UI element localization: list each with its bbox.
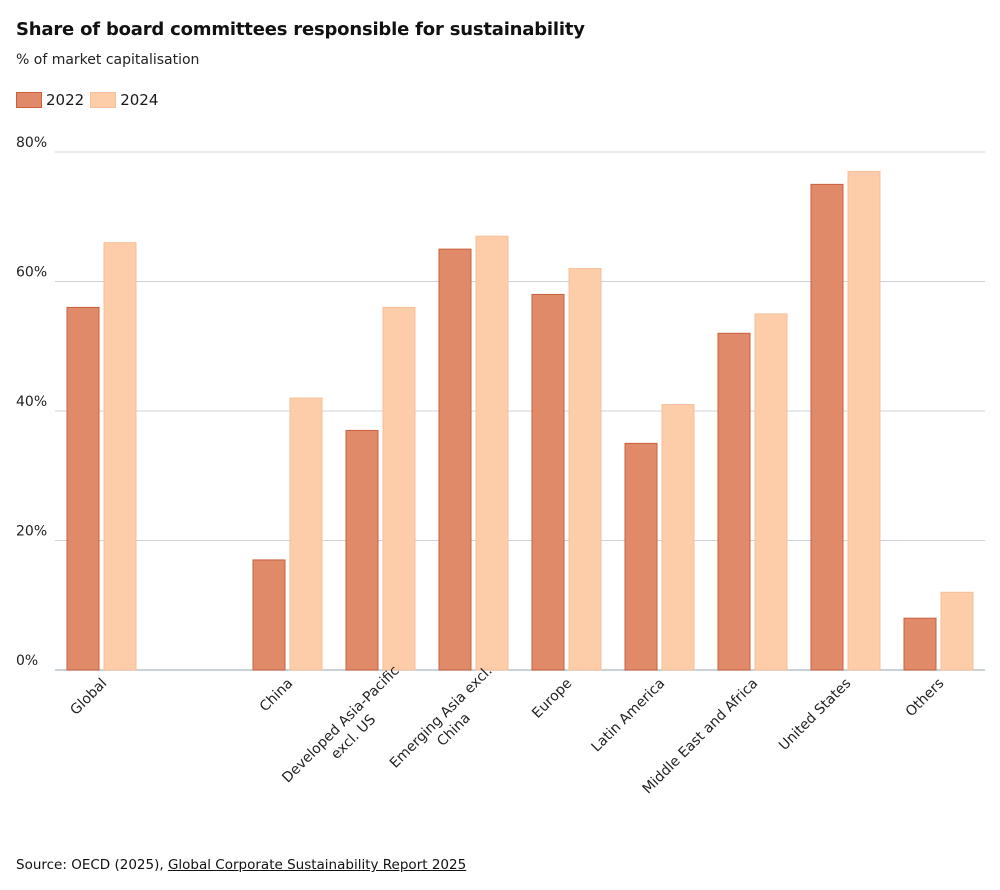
bar-2022-europe [531,293,565,671]
y-tick-label: 60% [16,265,47,281]
bar-2024-middle-east-and-africa [754,313,788,671]
bar-2024-emerging-asia-excl-china [475,235,509,671]
x-tick-label: China [257,676,297,716]
x-tick-label: Global [67,676,110,719]
x-tick-label-line: Emerging Asia excl. [387,663,496,772]
bar-2022-emerging-asia-excl-china [438,248,472,671]
legend-label-2022: 2022 [46,91,85,109]
bar-2024-latin-america [661,404,695,671]
bar-2022-global [66,306,100,671]
x-tick-label: Developed Asia-Pacificexcl. US [279,663,415,799]
bar-2024-china [289,397,323,671]
bar-2022-others [903,617,937,671]
x-tick-label: Latin America [589,676,669,756]
chart-subtitle: % of market capitalisation [16,52,200,68]
x-tick-label-line: Developed Asia-Pacific [279,663,402,786]
legend-swatch-2022 [16,92,42,108]
bar-2024-united-states [847,170,881,671]
source-note: Source: OECD (2025), Global Corporate Su… [16,857,466,873]
bar-2022-middle-east-and-africa [717,332,751,671]
x-tick-label: Europe [529,676,575,722]
source-link[interactable]: Global Corporate Sustainability Report 2… [167,857,467,873]
chart-title: Share of board committees responsible fo… [16,19,585,40]
legend: 2022 2024 [16,91,164,109]
bars [66,170,974,671]
y-axis-ticks: 0% 20% 40% 60% 80% [16,135,47,669]
y-tick-label: 80% [16,135,47,151]
legend-item-2022: 2022 [16,91,84,109]
x-tick-label: Others [903,676,948,721]
x-tick-label: Emerging Asia excl.China [387,663,509,785]
y-tick-label: 20% [16,524,47,540]
bar-2022-developed-asia-pacific-excl-us [345,429,379,671]
bar-2022-united-states [810,183,844,671]
y-tick-label: 0% [16,653,38,669]
y-tick-label: 40% [16,394,47,410]
bar-2024-europe [568,268,602,671]
bar-2022-china [252,559,286,671]
gridlines [55,151,985,671]
bar-2024-developed-asia-pacific-excl-us [382,306,416,671]
bar-2022-latin-america [624,442,658,671]
legend-item-2024: 2024 [90,91,158,109]
legend-swatch-2024 [90,92,117,108]
x-tick-label: United States [776,676,854,754]
bar-2024-others [940,591,974,671]
source-prefix: Source: OECD (2025), [16,857,168,873]
bar-2024-global [103,242,137,671]
legend-label-2024: 2024 [120,91,159,109]
